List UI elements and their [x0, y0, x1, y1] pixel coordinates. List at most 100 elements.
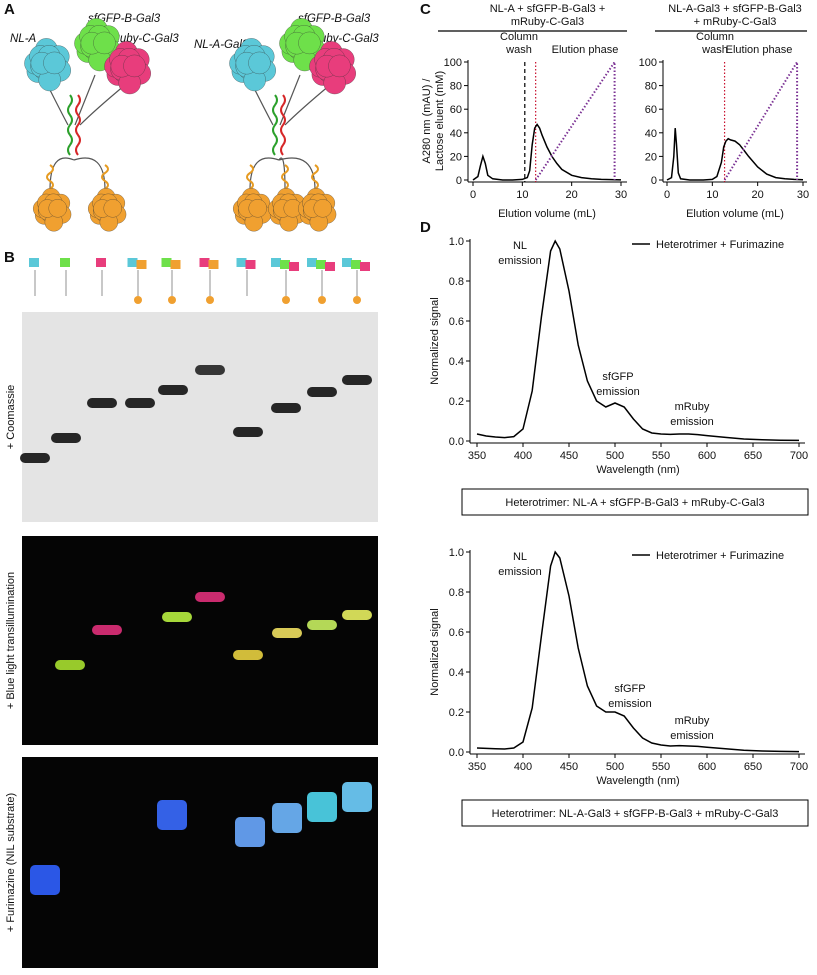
coiled-coil	[280, 94, 286, 156]
y-tick-label: 0.8	[449, 587, 464, 599]
y-tick-label: 0	[456, 175, 462, 187]
caption-box	[461, 488, 809, 516]
y-tick-label: 100	[639, 57, 657, 69]
legend-label: Heterotrimer + Furimazine	[656, 550, 784, 562]
mruby-domain	[104, 41, 151, 95]
chart-title: NL-A-Gal3 + sfGFP-B-Gal3	[668, 3, 802, 15]
y-axis-label: Lactose eluent (mM)	[434, 71, 446, 171]
series-line	[476, 239, 800, 442]
series-line	[666, 128, 804, 181]
lane-icon	[351, 260, 361, 269]
gel-band	[30, 865, 60, 895]
sfgfp-domain	[74, 18, 121, 72]
gal3-tail	[101, 164, 109, 190]
annotation: emission	[498, 566, 541, 578]
y-tick-label: 60	[645, 104, 657, 116]
linker	[73, 157, 106, 191]
annotation: NL	[513, 551, 527, 563]
lane-icon	[206, 296, 214, 304]
caption-box	[461, 799, 809, 827]
construct-label: NL-A-Gal3	[194, 39, 249, 51]
caption: Heterotrimer: NL-A + sfGFP-B-Gal3 + mRub…	[505, 497, 764, 509]
y-tick-label: 0.6	[449, 316, 464, 328]
lane-icon	[325, 262, 335, 271]
y-tick-label: 20	[645, 151, 657, 163]
annotation: Elution phase	[552, 44, 619, 56]
y-tick-label: 0.2	[449, 396, 464, 408]
y-tick-label: 0.0	[449, 436, 464, 448]
gal3-domain	[233, 188, 272, 232]
gel-band	[92, 625, 122, 635]
gel-band	[51, 433, 81, 443]
lane-icon	[208, 260, 219, 269]
y-tick-label: 60	[450, 104, 462, 116]
x-axis-label: Elution volume (mL)	[498, 208, 596, 220]
gal3-tail	[281, 164, 289, 190]
y-tick-label: 0.6	[449, 627, 464, 639]
lane-icon	[282, 296, 290, 304]
blob-part	[248, 51, 271, 75]
construct-label: NL-A	[10, 33, 37, 45]
x-tick-label: 550	[652, 450, 670, 462]
gel-band	[55, 660, 85, 670]
lane-icon	[307, 258, 317, 267]
x-tick-label: 30	[797, 189, 809, 201]
annotation: emission	[670, 416, 713, 428]
y-tick-label: 40	[645, 128, 657, 140]
gel-band	[233, 650, 263, 660]
blob-part	[313, 199, 332, 218]
construct-label: sfGFP-B-Gal3	[88, 13, 161, 25]
x-axis-label: Elution volume (mL)	[686, 208, 784, 220]
x-tick-label: 20	[566, 189, 578, 201]
lane-icon	[168, 296, 176, 304]
blob-part	[43, 51, 66, 75]
lane-icon	[60, 258, 70, 267]
x-tick-label: 700	[790, 761, 808, 773]
y-tick-label: 0.0	[449, 747, 464, 759]
x-tick-label: 30	[615, 189, 627, 201]
y-tick-label: 20	[450, 151, 462, 163]
annotation: mRuby	[675, 401, 710, 413]
y-tick-label: 0.8	[449, 276, 464, 288]
linker	[278, 157, 286, 191]
construct-label: mRuby-C-Gal3	[102, 33, 179, 45]
lane-icon	[236, 258, 247, 267]
lane-icon	[342, 258, 352, 267]
gel-band	[87, 398, 117, 408]
y-tick-label: 100	[444, 57, 462, 69]
lane-icon	[127, 258, 138, 267]
lane-icon	[134, 296, 142, 304]
chart-title: + mRuby-C-Gal3	[694, 16, 777, 28]
x-tick-label: 400	[514, 450, 532, 462]
x-tick-label: 10	[516, 189, 528, 201]
y-axis-label: Normalized signal	[429, 297, 441, 384]
gel-band	[157, 800, 187, 830]
y-tick-label: 1.0	[449, 236, 464, 248]
y-tick-label: 80	[450, 81, 462, 93]
series-line	[472, 123, 622, 181]
lane-icon	[199, 258, 210, 267]
stain-label: + Blue light transillumination	[5, 572, 17, 709]
annotation: sfGFP	[602, 371, 633, 383]
stain-label: + Furimazine (NIL substrate)	[5, 793, 17, 932]
construct-label: sfGFP-B-Gal3	[298, 13, 371, 25]
x-tick-label: 600	[698, 450, 716, 462]
blob-part	[328, 54, 351, 78]
linker	[79, 84, 126, 126]
gel	[22, 757, 378, 968]
lane-icon	[96, 258, 106, 267]
gel-band	[158, 385, 188, 395]
gel	[22, 312, 378, 522]
gel-band	[307, 792, 337, 822]
x-tick-label: 0	[664, 189, 670, 201]
gel-band	[162, 612, 192, 622]
lane-icon	[289, 262, 299, 271]
gal3-domain	[298, 188, 337, 232]
panel-label: D	[420, 219, 431, 236]
y-axis-label: Normalized signal	[429, 608, 441, 695]
lane-icon	[353, 296, 361, 304]
y-tick-label: 0.2	[449, 707, 464, 719]
mruby-domain	[309, 41, 356, 95]
